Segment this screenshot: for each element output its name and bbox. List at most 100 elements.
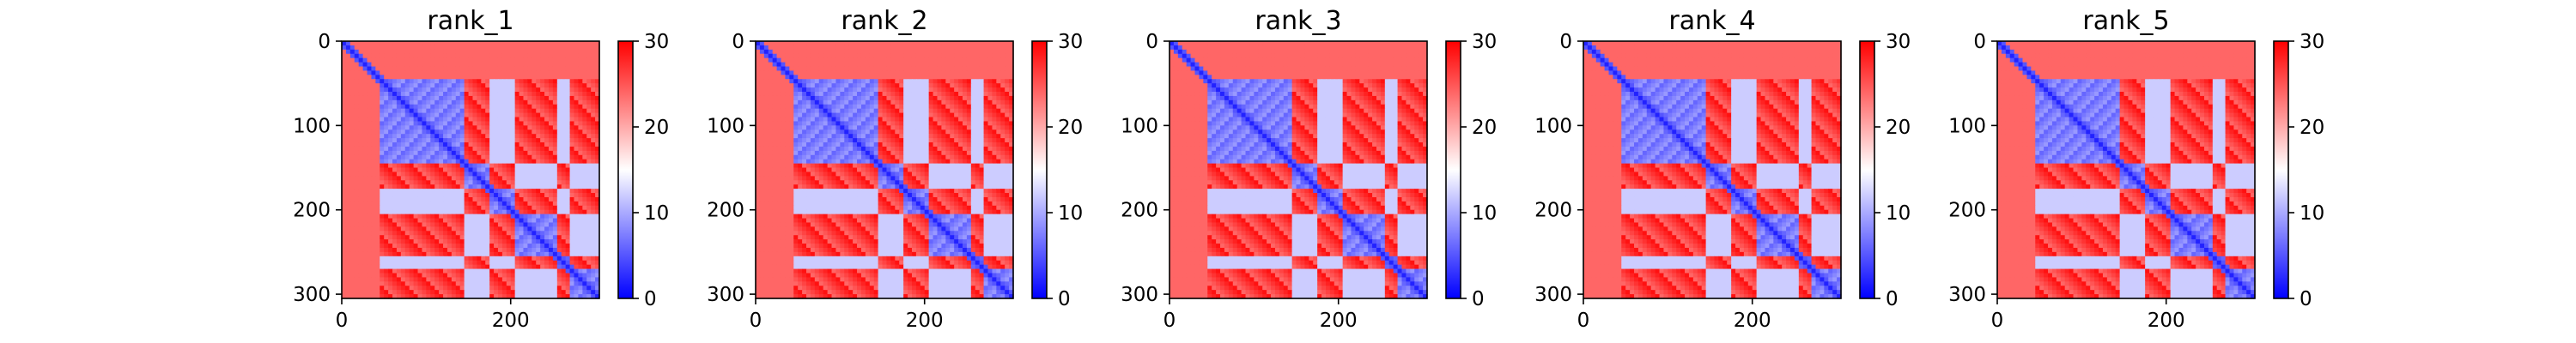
heatmap-cell <box>890 45 896 51</box>
heatmap-cell <box>501 79 507 84</box>
heatmap-cell <box>375 247 380 253</box>
heatmap-cell <box>844 66 849 72</box>
heatmap-cell <box>409 196 415 202</box>
heatmap-cell <box>595 104 600 110</box>
heatmap-cell <box>426 277 431 282</box>
heatmap-cell <box>468 70 474 75</box>
heatmap-cell <box>404 134 410 139</box>
heatmap-cell <box>345 92 351 97</box>
heatmap-cell <box>417 196 423 202</box>
heatmap-cell <box>388 150 393 156</box>
heatmap-cell <box>595 138 600 143</box>
heatmap-cell <box>354 112 360 118</box>
heatmap-cell <box>413 104 419 110</box>
heatmap-cell <box>497 184 503 190</box>
heatmap-cell <box>375 286 380 291</box>
heatmap-cell <box>1005 62 1010 68</box>
heatmap-cell <box>878 117 884 123</box>
heatmap-cell <box>540 214 545 220</box>
heatmap-cell <box>532 205 537 211</box>
heatmap-cell <box>481 83 486 88</box>
heatmap-cell <box>501 75 507 80</box>
heatmap-cell <box>443 159 448 165</box>
heatmap-cell <box>514 180 520 185</box>
heatmap-cell <box>447 222 453 227</box>
heatmap-cell <box>873 66 879 72</box>
heatmap-cell <box>578 205 583 211</box>
heatmap-cell <box>857 49 862 55</box>
heatmap-cell <box>501 209 507 215</box>
heatmap-cell <box>569 49 575 55</box>
heatmap-cell <box>763 95 769 101</box>
heatmap-cell <box>569 201 575 207</box>
plot-frame <box>341 40 600 299</box>
heatmap-cell <box>510 273 516 279</box>
heatmap-cell <box>380 294 385 299</box>
heatmap-cell <box>987 45 993 51</box>
heatmap-cell <box>489 92 495 97</box>
heatmap-cell <box>591 83 596 88</box>
heatmap-cell <box>869 83 875 88</box>
heatmap-cell <box>404 138 410 143</box>
heatmap-cell <box>519 222 525 227</box>
heatmap-cell <box>358 87 364 93</box>
heatmap-cell <box>362 142 368 147</box>
heatmap-cell <box>396 83 402 88</box>
heatmap-cell <box>544 277 550 282</box>
heatmap-cell <box>489 108 495 114</box>
heatmap-cell <box>540 92 545 97</box>
heatmap-cell <box>392 264 398 270</box>
heatmap-cell <box>886 112 891 118</box>
heatmap-cell <box>358 75 364 80</box>
heatmap-cell <box>844 117 849 123</box>
heatmap-cell <box>544 244 550 249</box>
heatmap-cell <box>591 201 596 207</box>
heatmap-cell <box>358 218 364 224</box>
heatmap-cell <box>396 244 402 249</box>
heatmap-cell <box>497 167 503 173</box>
heatmap-cell <box>426 108 431 114</box>
heatmap-cell <box>928 121 934 126</box>
heatmap-cell <box>459 273 465 279</box>
heatmap-cell <box>933 70 939 75</box>
heatmap-cell <box>409 239 415 244</box>
heatmap-cell <box>510 222 516 227</box>
heatmap-cell <box>468 57 474 63</box>
heatmap-cell <box>582 290 587 295</box>
heatmap-cell <box>400 66 406 72</box>
heatmap-cell <box>439 45 444 51</box>
heatmap-cell <box>371 172 376 177</box>
heatmap-cell <box>548 273 554 279</box>
heatmap-cell <box>494 172 499 177</box>
heatmap-cell <box>349 92 355 97</box>
heatmap-cell <box>561 159 567 165</box>
heatmap-cell <box>561 117 567 123</box>
heatmap-cell <box>983 87 989 93</box>
heatmap-cell <box>574 163 580 169</box>
heatmap-cell <box>574 57 580 63</box>
heatmap-cell <box>569 231 575 236</box>
heatmap-cell <box>413 117 419 123</box>
heatmap-cell <box>527 87 532 93</box>
heatmap-cell <box>404 92 410 97</box>
heatmap-cell <box>451 256 457 262</box>
heatmap-cell <box>527 167 532 173</box>
heatmap-cell <box>756 92 761 97</box>
heatmap-cell <box>472 294 477 299</box>
heatmap-cell <box>586 290 592 295</box>
heatmap-cell <box>451 247 457 253</box>
heatmap-cell <box>409 49 415 55</box>
heatmap-cell <box>451 53 457 59</box>
heatmap-cell <box>890 75 896 80</box>
heatmap-cell <box>451 193 457 198</box>
heatmap-cell <box>392 244 398 249</box>
heatmap-cell <box>459 121 465 126</box>
heatmap-cell <box>494 251 499 257</box>
heatmap-cell <box>523 142 528 147</box>
heatmap-cell <box>519 99 525 105</box>
heatmap-cell <box>844 108 849 114</box>
heatmap-cell <box>472 264 477 270</box>
heatmap-cell <box>527 209 532 215</box>
heatmap-cell <box>413 66 419 72</box>
heatmap-cell <box>417 209 423 215</box>
